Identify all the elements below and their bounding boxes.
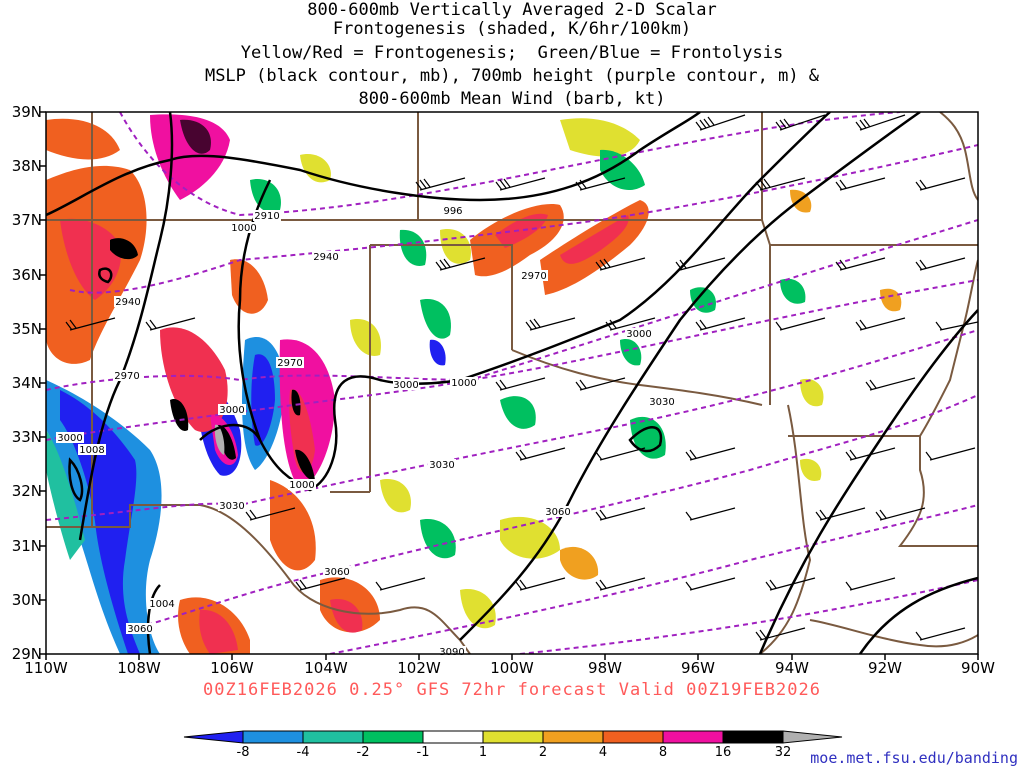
lat-label-38n: 38N [11, 157, 42, 175]
lat-label-39n: 39N [11, 103, 42, 121]
mslp-contours [46, 112, 978, 654]
svg-text:2970: 2970 [521, 271, 546, 282]
contour-labels: 996 1000 1000 1000 3000 1004 1008 2910 2… [56, 205, 676, 658]
lat-label-31n: 31N [11, 537, 42, 555]
height-label-2970-b: 2970 [276, 357, 304, 369]
lat-label-29n: 29N [11, 645, 42, 663]
height-label-3000-a: 3000 [218, 404, 246, 416]
lon-label-110w: 110W [24, 659, 68, 677]
svg-text:2910: 2910 [254, 211, 279, 222]
lon-label-106w: 106W [210, 659, 254, 677]
svg-text:3000: 3000 [393, 380, 418, 391]
height-label-2940-b: 2940 [114, 296, 142, 308]
lat-label-35n: 35N [11, 320, 42, 338]
chart-title-line-1: 800-600mb Vertically Averaged 2-D Scalar [307, 0, 717, 20]
mslp-label-1000-a: 1000 [230, 222, 258, 234]
svg-text:3090: 3090 [439, 647, 464, 658]
svg-text:3030: 3030 [649, 397, 674, 408]
lat-label-32n: 32N [11, 482, 42, 500]
lat-label-37n: 37N [11, 211, 42, 229]
lon-label-108w: 108W [117, 659, 161, 677]
lon-label-90w: 90W [961, 659, 995, 677]
lon-label-98w: 98W [588, 659, 622, 677]
height-label-3000-c: 3000 [56, 432, 84, 444]
chart-title-line-3: Yellow/Red = Frontogenesis; Green/Blue =… [240, 43, 784, 63]
height-label-3030-c: 3030 [218, 500, 246, 512]
svg-text:3030: 3030 [219, 501, 244, 512]
lat-label-33n: 33N [11, 428, 42, 446]
colorbar-label: -8 [236, 745, 250, 760]
svg-text:3000: 3000 [57, 433, 82, 444]
svg-text:3060: 3060 [545, 507, 570, 518]
colorbar [183, 730, 843, 744]
mslp-label-1000-c: 1000 [288, 479, 316, 491]
lon-label-92w: 92W [868, 659, 902, 677]
mslp-label-1008: 1008 [78, 444, 106, 456]
height-label-3030-b: 3030 [428, 459, 456, 471]
svg-text:2940: 2940 [313, 252, 338, 263]
colorbar-label: 32 [774, 745, 792, 760]
axis-ticks [40, 111, 979, 660]
svg-text:2970: 2970 [277, 358, 302, 369]
frontogenesis-shading [46, 114, 902, 654]
height-label-3060-a: 3060 [544, 506, 572, 518]
height-label-3060-c: 3060 [126, 623, 154, 635]
lon-label-100w: 100W [490, 659, 534, 677]
svg-text:3060: 3060 [324, 567, 349, 578]
colorbar-label: -1 [416, 745, 430, 760]
svg-text:2940: 2940 [115, 297, 140, 308]
svg-text:1000: 1000 [231, 223, 256, 234]
svg-text:3030: 3030 [429, 460, 454, 471]
colorbar-label: -2 [356, 745, 370, 760]
colorbar-label: -4 [296, 745, 310, 760]
svg-text:1004: 1004 [149, 599, 174, 610]
mslp-label-1000-b: 1000 [450, 377, 478, 389]
chart-title-line-5: 800-600mb Mean Wind (barb, kt) [358, 89, 666, 109]
colorbar-label: 1 [478, 745, 488, 760]
svg-text:1008: 1008 [79, 445, 104, 456]
colorbar-label: 16 [714, 745, 732, 760]
height-label-2970-a: 2970 [520, 270, 548, 282]
mslp-label-996: 996 [440, 205, 466, 217]
height-label-3060-b: 3060 [323, 566, 351, 578]
wind-barbs [65, 114, 978, 641]
colorbar-label: 4 [598, 745, 608, 760]
height-contours [46, 112, 978, 654]
svg-text:1000: 1000 [451, 378, 476, 389]
height-label-2940-a: 2940 [312, 251, 340, 263]
height-label-2970-c: 2970 [113, 370, 141, 382]
colorbar-label: 2 [538, 745, 548, 760]
lat-label-30n: 30N [11, 591, 42, 609]
credit-link[interactable]: moe.met.fsu.edu/banding [810, 749, 1018, 767]
svg-text:3000: 3000 [219, 405, 244, 416]
svg-text:3000: 3000 [626, 329, 651, 340]
lon-label-94w: 94W [775, 659, 809, 677]
chart-title-line-2: Frontogenesis (shaded, K/6hr/100km) [332, 19, 692, 39]
svg-text:3060: 3060 [127, 624, 152, 635]
svg-text:996: 996 [443, 206, 462, 217]
run-info: 00Z16FEB2026 0.25° GFS 72hr forecast Val… [203, 680, 821, 700]
lat-label-36n: 36N [11, 266, 42, 284]
height-label-3030-a: 3030 [648, 396, 676, 408]
lat-label-34n: 34N [11, 374, 42, 392]
svg-text:1000: 1000 [289, 480, 314, 491]
lon-label-96w: 96W [681, 659, 715, 677]
lon-label-104w: 104W [304, 659, 348, 677]
colorbar-label: 8 [658, 745, 668, 760]
mslp-label-1000-d: 3000 [393, 379, 419, 391]
chart-title-line-4: MSLP (black contour, mb), 700mb height (… [204, 66, 820, 86]
height-label-2910: 2910 [253, 210, 281, 222]
height-label-3000-b: 3000 [625, 328, 653, 340]
mslp-label-1004: 1004 [148, 598, 176, 610]
lon-label-102w: 102W [397, 659, 441, 677]
height-label-3090: 3090 [438, 646, 466, 658]
svg-text:2970: 2970 [114, 371, 139, 382]
